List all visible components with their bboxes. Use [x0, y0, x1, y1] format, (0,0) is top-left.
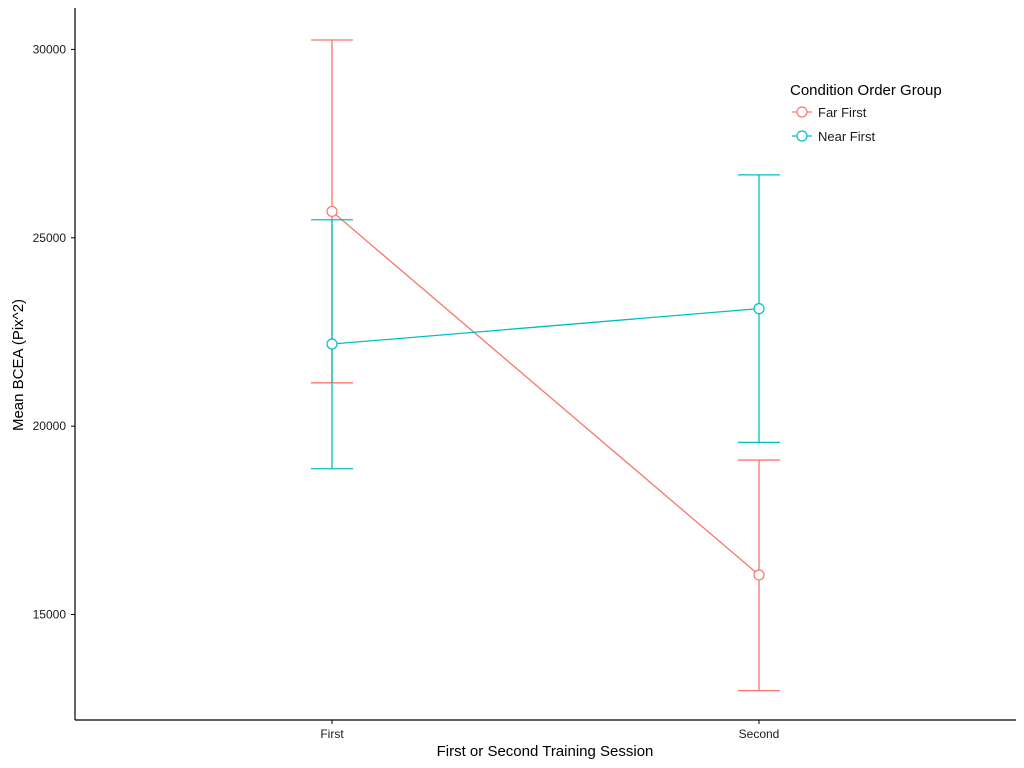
x-ticks: First Second [320, 720, 779, 741]
series-near-first [311, 174, 780, 470]
legend-key-marker-near-first [796, 130, 808, 142]
x-tick-label-second: Second [739, 727, 780, 741]
point-far-first-first [326, 205, 338, 218]
y-tick-label-30000: 30000 [33, 42, 67, 56]
y-axis-title: Mean BCEA (Pix^2) [10, 299, 27, 431]
y-tick-label-25000: 25000 [33, 231, 67, 245]
series-far-first [311, 39, 780, 692]
series-line-near-first [331, 307, 760, 345]
point-near-first-first [326, 338, 338, 350]
y-tick-label-15000: 15000 [33, 608, 67, 622]
y-tick-label-20000: 20000 [33, 419, 67, 433]
plot-area [74, 8, 1016, 721]
series-line-far-first [331, 210, 760, 576]
point-near-first-second [753, 303, 765, 315]
legend-key-marker-far-first [796, 106, 808, 118]
legend-item-far-first: Far First [792, 105, 867, 120]
legend-title: Condition Order Group [790, 82, 942, 99]
legend-label-far-first: Far First [818, 105, 867, 120]
x-tick-label-first: First [320, 727, 344, 741]
x-axis-title: First or Second Training Session [437, 743, 654, 760]
legend-item-near-first: Near First [792, 129, 875, 144]
point-far-first-second [753, 569, 765, 581]
series-layer [311, 39, 780, 692]
legend: Condition Order Group Far First Near Fir… [790, 82, 942, 144]
legend-label-near-first: Near First [818, 129, 875, 144]
y-ticks: 15000 20000 25000 30000 [33, 42, 75, 622]
